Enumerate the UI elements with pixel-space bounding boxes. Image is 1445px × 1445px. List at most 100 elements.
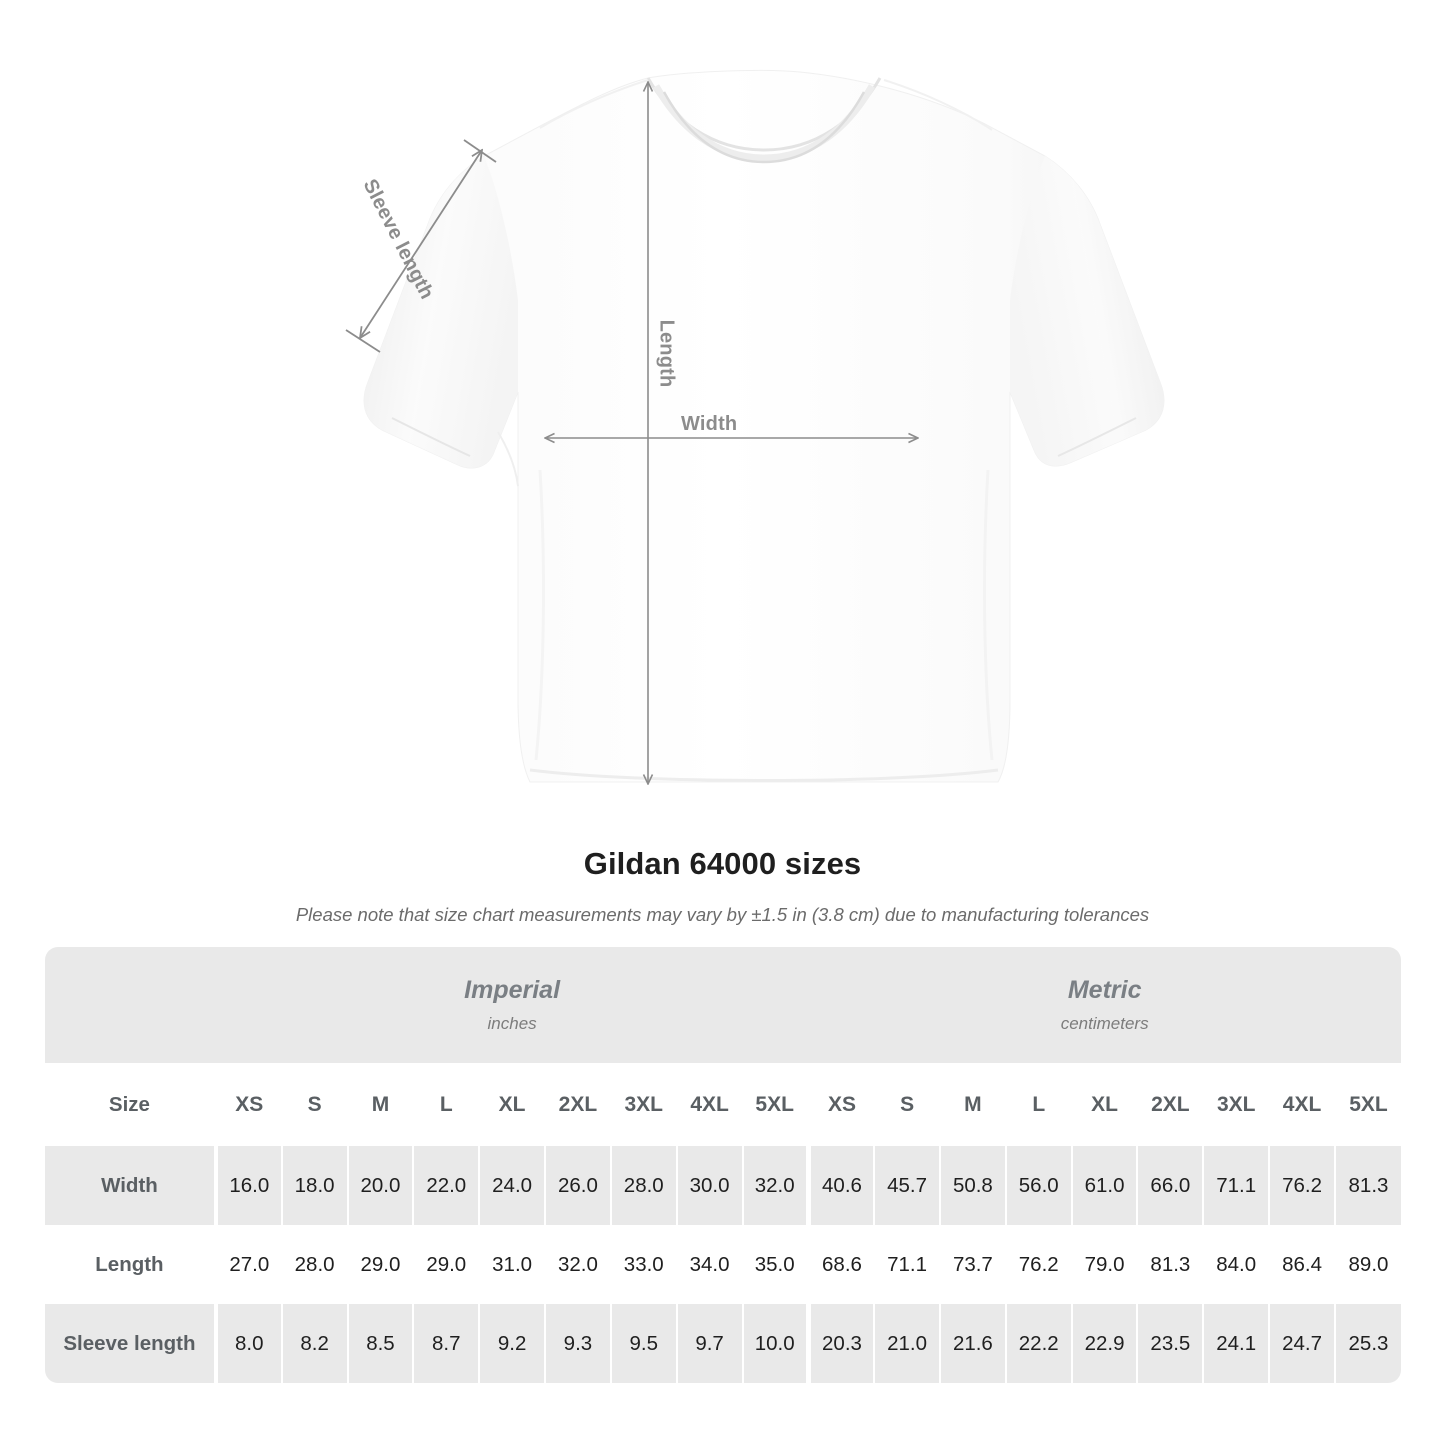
cell-sleeve-length-metric-2xl: 23.5 bbox=[1136, 1304, 1204, 1383]
cell-value: 23.5 bbox=[1150, 1331, 1191, 1355]
cell-value: 22.2 bbox=[1018, 1331, 1059, 1355]
cell-value: 31.0 bbox=[492, 1252, 533, 1276]
cell-value: 76.2 bbox=[1018, 1252, 1059, 1276]
cell-value: 71.1 bbox=[1216, 1173, 1257, 1197]
size-header-text: XL bbox=[498, 1092, 526, 1116]
size-header-text: 2XL bbox=[558, 1092, 598, 1116]
size-header-imperial-2xl: 2XL bbox=[544, 1063, 611, 1146]
size-header-text: 4XL bbox=[1282, 1092, 1322, 1116]
size-header-metric-4xl: 4XL bbox=[1268, 1063, 1335, 1146]
cell-value: 22.0 bbox=[426, 1173, 467, 1197]
size-header-row: Size XS S M L XL 2XL 3XL 4XL 5XL XS S M L XL 2XL 3XL 4XL 5… bbox=[45, 1063, 1401, 1146]
row-label-sleeve-length: Sleeve length bbox=[45, 1304, 216, 1383]
size-header-text: XL bbox=[1091, 1092, 1118, 1116]
cell-width-metric-l: 56.0 bbox=[1004, 1146, 1072, 1225]
sleeve-length-dimension bbox=[345, 139, 497, 353]
tshirt-diagram: Sleeve length Length Width bbox=[345, 69, 1165, 830]
cell-width-metric-xl: 61.0 bbox=[1070, 1146, 1138, 1225]
size-header-text: S bbox=[900, 1092, 915, 1116]
row-label-length: Length bbox=[45, 1225, 216, 1304]
size-header-text: 3XL bbox=[1216, 1092, 1256, 1116]
cell-value: 8.5 bbox=[366, 1331, 395, 1355]
cell-width-metric-s: 45.7 bbox=[873, 1146, 940, 1225]
cell-length-metric-2xl: 81.3 bbox=[1136, 1225, 1204, 1304]
cell-value: 56.0 bbox=[1018, 1173, 1059, 1197]
size-header-text: 3XL bbox=[624, 1092, 664, 1116]
cell-length-imperial-3xl: 33.0 bbox=[609, 1225, 677, 1304]
cell-value: 79.0 bbox=[1084, 1252, 1125, 1276]
cell-length-metric-4xl: 86.4 bbox=[1268, 1225, 1335, 1304]
unit-header-metric: Metric centimeters bbox=[808, 947, 1401, 1063]
cell-value: 24.1 bbox=[1216, 1331, 1257, 1355]
cell-value: 9.5 bbox=[629, 1331, 659, 1355]
cell-sleeve-length-imperial-5xl: 10.0 bbox=[741, 1304, 809, 1383]
title-block: Gildan 64000 sizes Please note that size… bbox=[0, 846, 1445, 926]
cell-value: 34.0 bbox=[689, 1252, 730, 1276]
cell-value: 81.3 bbox=[1348, 1173, 1389, 1197]
size-header-text: M bbox=[964, 1092, 982, 1116]
cell-width-imperial-xs: 16.0 bbox=[213, 1146, 282, 1225]
shirt-silhouette bbox=[363, 69, 1165, 783]
cell-value: 16.0 bbox=[229, 1173, 270, 1197]
row-label-width: Width bbox=[45, 1146, 216, 1225]
size-row-label: Size bbox=[45, 1063, 216, 1146]
size-chart-table: Imperial inches Metric centimeters Size XS S M L… bbox=[45, 947, 1401, 1383]
size-header-metric-2xl: 2XL bbox=[1136, 1063, 1204, 1146]
cell-width-metric-m: 50.8 bbox=[938, 1146, 1006, 1225]
cell-length-metric-xs: 68.6 bbox=[805, 1225, 875, 1304]
size-header-metric-l: L bbox=[1004, 1063, 1072, 1146]
size-header-text: L bbox=[439, 1092, 453, 1116]
size-header-metric-3xl: 3XL bbox=[1202, 1063, 1270, 1146]
cell-value: 20.0 bbox=[360, 1173, 401, 1197]
cell-value: 76.2 bbox=[1282, 1173, 1322, 1197]
size-header-text: XS bbox=[827, 1092, 856, 1116]
cell-value: 29.0 bbox=[426, 1252, 467, 1276]
cell-value: 21.0 bbox=[887, 1331, 928, 1355]
length-label: Length bbox=[655, 319, 678, 388]
cell-value: 32.0 bbox=[754, 1173, 795, 1197]
cell-length-imperial-2xl: 32.0 bbox=[544, 1225, 611, 1304]
size-header-metric-m: M bbox=[938, 1063, 1006, 1146]
unit-name-imperial: Imperial bbox=[464, 976, 561, 1005]
cell-sleeve-length-imperial-3xl: 9.5 bbox=[609, 1304, 677, 1383]
cell-width-metric-3xl: 71.1 bbox=[1202, 1146, 1270, 1225]
cell-sleeve-length-imperial-xs: 8.0 bbox=[213, 1304, 282, 1383]
cell-width-metric-4xl: 76.2 bbox=[1268, 1146, 1335, 1225]
cell-value: 9.2 bbox=[497, 1331, 527, 1355]
cell-sleeve-length-imperial-l: 8.7 bbox=[412, 1304, 480, 1383]
cell-length-imperial-5xl: 35.0 bbox=[741, 1225, 809, 1304]
size-header-metric-s: S bbox=[873, 1063, 940, 1146]
cell-value: 18.0 bbox=[294, 1173, 335, 1197]
cell-value: 89.0 bbox=[1348, 1252, 1389, 1276]
row-label-text: Width bbox=[101, 1173, 158, 1197]
cell-value: 8.7 bbox=[432, 1331, 461, 1355]
width-label: Width bbox=[681, 413, 738, 435]
cell-value: 29.0 bbox=[360, 1252, 401, 1276]
cell-value: 26.0 bbox=[557, 1173, 598, 1197]
cell-length-metric-3xl: 84.0 bbox=[1202, 1225, 1270, 1304]
unit-sub-metric: centimeters bbox=[1060, 1013, 1149, 1033]
cell-sleeve-length-metric-4xl: 24.7 bbox=[1268, 1304, 1335, 1383]
cell-value: 35.0 bbox=[754, 1252, 795, 1276]
cell-length-imperial-m: 29.0 bbox=[346, 1225, 414, 1304]
cell-width-metric-xs: 40.6 bbox=[805, 1146, 875, 1225]
table-row: Width 16.0 18.0 20.0 22.0 24.0 26.0 28.0 30.0 32.… bbox=[45, 1146, 1401, 1225]
cell-value: 28.0 bbox=[623, 1173, 664, 1197]
cell-sleeve-length-metric-l: 22.2 bbox=[1004, 1304, 1072, 1383]
cell-value: 68.6 bbox=[822, 1252, 862, 1276]
size-header-imperial-5xl: 5XL bbox=[741, 1063, 809, 1146]
size-header-imperial-m: M bbox=[346, 1063, 414, 1146]
cell-value: 21.6 bbox=[952, 1331, 993, 1355]
cell-length-metric-s: 71.1 bbox=[873, 1225, 940, 1304]
cell-sleeve-length-metric-m: 21.6 bbox=[938, 1304, 1006, 1383]
cell-value: 8.2 bbox=[300, 1331, 329, 1355]
row-label-text: Sleeve length bbox=[63, 1331, 196, 1355]
cell-value: 84.0 bbox=[1216, 1252, 1257, 1276]
cell-length-imperial-s: 28.0 bbox=[280, 1225, 348, 1304]
cell-sleeve-length-imperial-s: 8.2 bbox=[280, 1304, 348, 1383]
size-header-metric-xl: XL bbox=[1070, 1063, 1138, 1146]
page-title: Gildan 64000 sizes bbox=[583, 846, 862, 881]
cell-width-imperial-s: 18.0 bbox=[280, 1146, 348, 1225]
size-header-imperial-3xl: 3XL bbox=[609, 1063, 677, 1146]
cell-width-imperial-3xl: 28.0 bbox=[609, 1146, 677, 1225]
